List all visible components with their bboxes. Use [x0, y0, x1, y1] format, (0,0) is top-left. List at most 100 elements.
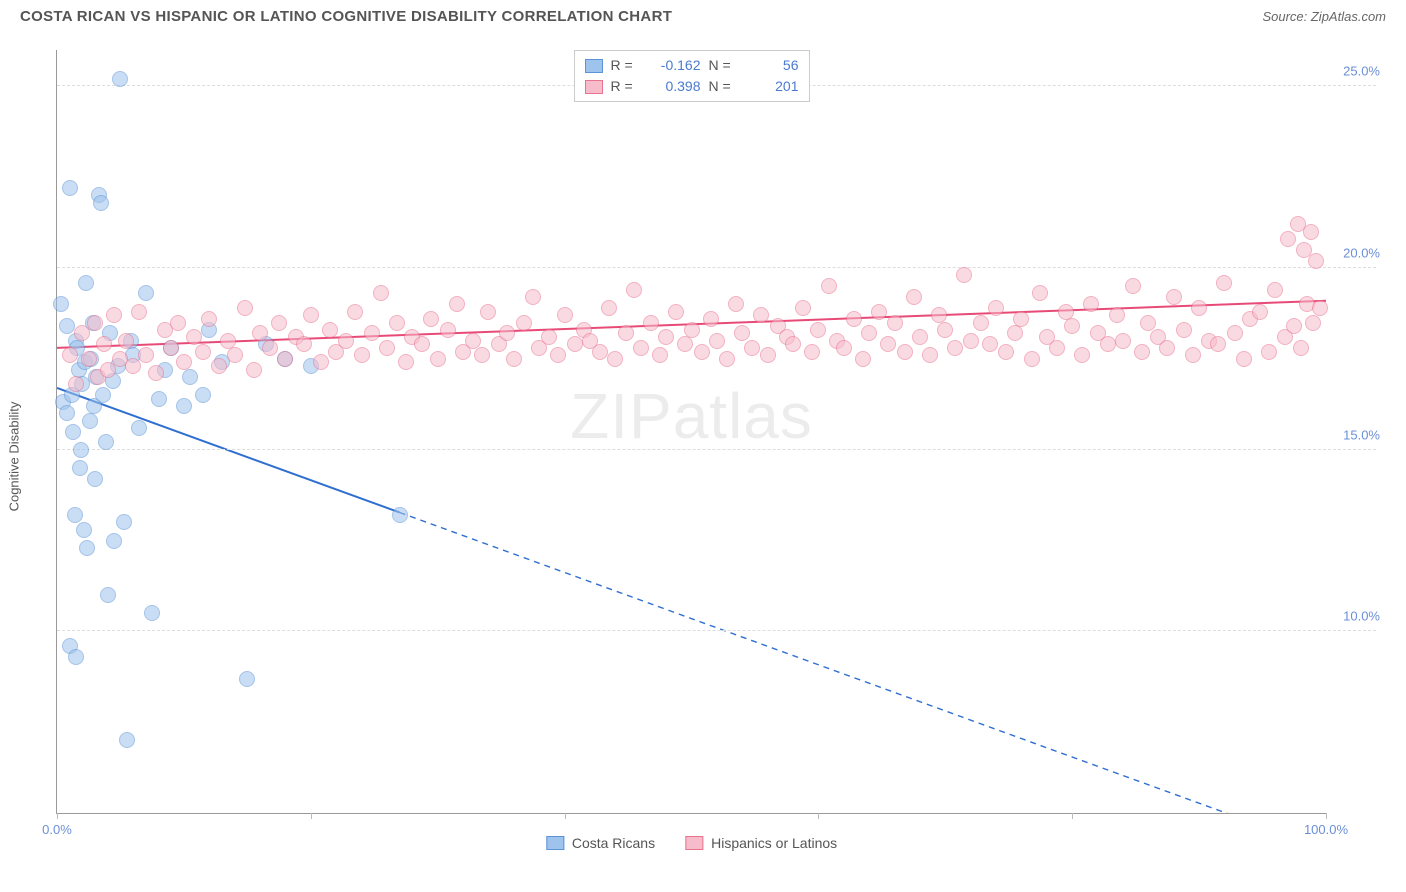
- scatter-point: [93, 195, 109, 211]
- scatter-point: [414, 336, 430, 352]
- scatter-point: [541, 329, 557, 345]
- scatter-point: [1236, 351, 1252, 367]
- scatter-point: [118, 333, 134, 349]
- x-tick-label: 100.0%: [1304, 822, 1348, 837]
- scatter-point: [82, 413, 98, 429]
- legend-series-label: Hispanics or Latinos: [711, 835, 837, 851]
- scatter-point: [1159, 340, 1175, 356]
- x-tick: [818, 813, 819, 819]
- scatter-point: [601, 300, 617, 316]
- scatter-point: [988, 300, 1004, 316]
- legend-series: Costa RicansHispanics or Latinos: [546, 835, 837, 851]
- scatter-point: [73, 442, 89, 458]
- scatter-point: [956, 267, 972, 283]
- x-tick: [1072, 813, 1073, 819]
- scatter-point: [1261, 344, 1277, 360]
- scatter-point: [1308, 253, 1324, 269]
- scatter-point: [652, 347, 668, 363]
- chart-container: Cognitive Disability ZIPatlas R =-0.162N…: [20, 36, 1386, 862]
- scatter-point: [982, 336, 998, 352]
- scatter-point: [897, 344, 913, 360]
- scatter-point: [95, 387, 111, 403]
- scatter-point: [557, 307, 573, 323]
- scatter-point: [963, 333, 979, 349]
- scatter-point: [227, 347, 243, 363]
- x-tick: [57, 813, 58, 819]
- scatter-point: [176, 354, 192, 370]
- scatter-point: [525, 289, 541, 305]
- scatter-point: [516, 315, 532, 331]
- scatter-point: [389, 315, 405, 331]
- trend-lines-svg: [57, 50, 1326, 813]
- legend-n-label: N =: [709, 76, 739, 97]
- scatter-point: [59, 405, 75, 421]
- scatter-point: [354, 347, 370, 363]
- scatter-point: [871, 304, 887, 320]
- chart-source: Source: ZipAtlas.com: [1262, 9, 1386, 24]
- scatter-point: [728, 296, 744, 312]
- scatter-point: [465, 333, 481, 349]
- scatter-point: [72, 460, 88, 476]
- scatter-point: [125, 358, 141, 374]
- x-tick: [311, 813, 312, 819]
- scatter-point: [474, 347, 490, 363]
- scatter-point: [119, 732, 135, 748]
- scatter-point: [195, 387, 211, 403]
- scatter-point: [148, 365, 164, 381]
- scatter-point: [1083, 296, 1099, 312]
- scatter-point: [1252, 304, 1268, 320]
- legend-r-value: -0.162: [649, 55, 701, 76]
- scatter-point: [237, 300, 253, 316]
- scatter-point: [836, 340, 852, 356]
- scatter-point: [347, 304, 363, 320]
- scatter-point: [1024, 351, 1040, 367]
- scatter-point: [398, 354, 414, 370]
- scatter-point: [906, 289, 922, 305]
- scatter-point: [1134, 344, 1150, 360]
- scatter-point: [1032, 285, 1048, 301]
- scatter-point: [643, 315, 659, 331]
- scatter-point: [67, 507, 83, 523]
- scatter-point: [112, 71, 128, 87]
- scatter-point: [239, 671, 255, 687]
- scatter-point: [313, 354, 329, 370]
- x-tick-label: 0.0%: [42, 822, 72, 837]
- scatter-point: [430, 351, 446, 367]
- scatter-point: [1216, 275, 1232, 291]
- scatter-point: [449, 296, 465, 312]
- scatter-point: [1267, 282, 1283, 298]
- scatter-point: [182, 369, 198, 385]
- legend-n-label: N =: [709, 55, 739, 76]
- scatter-point: [550, 347, 566, 363]
- scatter-point: [937, 322, 953, 338]
- scatter-point: [98, 434, 114, 450]
- scatter-point: [998, 344, 1014, 360]
- legend-corr-row: R =-0.162N =56: [585, 55, 799, 76]
- scatter-point: [195, 344, 211, 360]
- scatter-point: [677, 336, 693, 352]
- scatter-point: [947, 340, 963, 356]
- scatter-point: [744, 340, 760, 356]
- y-tick-label: 15.0%: [1343, 427, 1380, 442]
- scatter-point: [861, 325, 877, 341]
- legend-r-value: 0.398: [649, 76, 701, 97]
- scatter-point: [62, 180, 78, 196]
- scatter-point: [567, 336, 583, 352]
- scatter-point: [607, 351, 623, 367]
- scatter-point: [703, 311, 719, 327]
- y-axis-label: Cognitive Disability: [7, 402, 22, 512]
- scatter-point: [81, 351, 97, 367]
- chart-header: COSTA RICAN VS HISPANIC OR LATINO COGNIT…: [0, 0, 1406, 29]
- scatter-point: [795, 300, 811, 316]
- scatter-point: [922, 347, 938, 363]
- scatter-point: [1100, 336, 1116, 352]
- scatter-point: [1125, 278, 1141, 294]
- scatter-point: [880, 336, 896, 352]
- scatter-plot: ZIPatlas R =-0.162N =56R =0.398N =201 Co…: [56, 50, 1326, 814]
- scatter-point: [138, 347, 154, 363]
- scatter-point: [709, 333, 725, 349]
- scatter-point: [1176, 322, 1192, 338]
- y-tick-label: 10.0%: [1343, 609, 1380, 624]
- scatter-point: [246, 362, 262, 378]
- scatter-point: [618, 325, 634, 341]
